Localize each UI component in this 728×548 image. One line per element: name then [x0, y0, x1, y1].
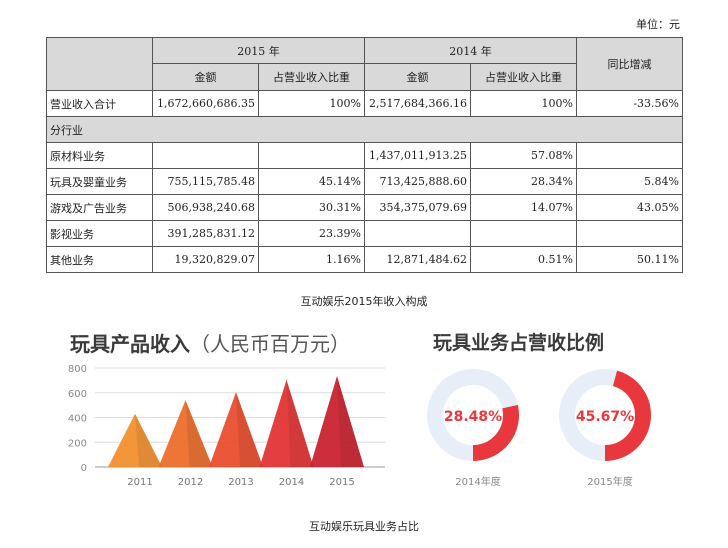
- row-label: 原材料业务: [46, 142, 153, 169]
- header-blank: [46, 37, 153, 91]
- triangle-mark: [209, 392, 263, 467]
- table-row: 玩具及婴童业务 755,115,785.48 45.14% 713,425,88…: [46, 168, 683, 195]
- table-row: 其他业务 19,320,829.07 1.16% 12,871,484.62 0…: [46, 246, 683, 273]
- ratio-2015: [258, 142, 365, 169]
- toy-revenue-chart: 0 200 400 600 800 2011 2012 2013 2014 2015: [68, 364, 385, 488]
- yoy-value: 50.11%: [576, 246, 683, 273]
- donut-value-arc: [559, 369, 651, 461]
- ratio-2014: 57.08%: [470, 142, 577, 169]
- toy-revenue-title-main: 玩具产品收入: [70, 332, 190, 356]
- ratio-2014: 0.51%: [470, 246, 577, 273]
- y-tick-label: 400: [68, 414, 87, 425]
- amount-2014: 713,425,888.60: [364, 168, 471, 195]
- yoy-value: [576, 142, 683, 169]
- row-label: 其他业务: [46, 246, 153, 273]
- x-tick-label: 2014: [279, 477, 304, 488]
- row-label: 影视业务: [46, 220, 153, 247]
- donut-year-label: 2015年度: [587, 475, 632, 488]
- donut-value-label: 28.48%: [444, 409, 502, 425]
- triangle-shade: [185, 400, 213, 467]
- triangle-mark: [108, 413, 162, 467]
- x-tick-label: 2015: [329, 477, 354, 488]
- yoy-value: [576, 220, 683, 247]
- caption-revenue-composition: 互动娱乐2015年收入构成: [300, 295, 428, 308]
- header-ratio-2014: 占营业收入比重: [470, 63, 577, 91]
- triangle-shade: [236, 392, 263, 467]
- triangle-shade: [135, 413, 162, 467]
- row-label: 游戏及广告业务: [46, 194, 153, 221]
- table-row: 游戏及广告业务 506,938,240.68 30.31% 354,375,07…: [46, 194, 683, 221]
- donut-value-arc: [427, 369, 519, 461]
- ratio-2014: 28.34%: [470, 168, 577, 195]
- amount-2014: 2,517,684,366.16: [364, 90, 471, 117]
- yoy-value: 5.84%: [576, 168, 683, 195]
- caption-toy-share: 互动娱乐玩具业务占比: [309, 520, 419, 533]
- table-row: 营业收入合计 1,672,660,686.35 100% 2,517,684,3…: [46, 90, 683, 117]
- ratio-2015: 45.14%: [258, 168, 365, 195]
- y-tick-label: 600: [68, 389, 87, 400]
- triangle-shade: [337, 376, 364, 467]
- ratio-2014: 100%: [470, 90, 577, 117]
- revenue-table: 2015 年 2014 年 同比增减 金额 占营业收入比重 金额 占营业收入比重…: [46, 37, 683, 273]
- x-tick-label: 2012: [178, 477, 203, 488]
- amount-2014: 1,437,011,913.25: [364, 142, 471, 169]
- toy-revenue-chart-title: 玩具产品收入（人民币百万元）: [70, 328, 350, 357]
- triangle-mark: [310, 376, 364, 467]
- y-tick-label: 800: [68, 364, 87, 375]
- amount-2015: 19,320,829.07: [152, 246, 259, 273]
- amount-2015: 391,285,831.12: [152, 220, 259, 247]
- amount-2014: 12,871,484.62: [364, 246, 471, 273]
- y-tick-label: 0: [81, 463, 87, 474]
- amount-2014: 354,375,079.69: [364, 194, 471, 221]
- header-yoy: 同比增减: [576, 37, 683, 91]
- yoy-value: -33.56%: [576, 90, 683, 117]
- donut-value-label: 45.67%: [576, 409, 634, 425]
- ratio-2015: 1.16%: [258, 246, 365, 273]
- table-row: 影视业务 391,285,831.12 23.39%: [46, 220, 683, 247]
- section-label: 分行业: [46, 116, 683, 143]
- x-tick-label: 2013: [228, 477, 253, 488]
- header-amount-2015: 金额: [152, 63, 259, 91]
- yoy-value: 43.05%: [576, 194, 683, 221]
- row-label: 营业收入合计: [46, 90, 153, 117]
- ratio-2015: 100%: [258, 90, 365, 117]
- ratio-2015: 30.31%: [258, 194, 365, 221]
- table-row: 原材料业务 1,437,011,913.25 57.08%: [46, 142, 683, 169]
- x-tick-label: 2011: [127, 477, 152, 488]
- toy-share-chart-title: 玩具业务占营收比例: [433, 332, 605, 354]
- header-amount-2014: 金额: [364, 63, 471, 91]
- amount-2015: 755,115,785.48: [152, 168, 259, 195]
- amount-2015: [152, 142, 259, 169]
- header-2015: 2015 年: [152, 37, 365, 64]
- unit-label: 单位：元: [636, 18, 680, 31]
- y-tick-label: 200: [68, 438, 87, 449]
- donut-year-label: 2014年度: [455, 475, 500, 488]
- header-ratio-2015: 占营业收入比重: [258, 63, 365, 91]
- triangle-mark: [158, 400, 213, 467]
- header-2014: 2014 年: [364, 37, 577, 64]
- table-section-row: 分行业: [46, 116, 683, 143]
- amount-2015: 506,938,240.68: [152, 194, 259, 221]
- amount-2014: [364, 220, 471, 247]
- triangle-mark: [259, 379, 314, 467]
- toy-share-donuts: 28.48% 2014年度 45.67% 2015年度: [427, 369, 651, 488]
- ratio-2015: 23.39%: [258, 220, 365, 247]
- amount-2015: 1,672,660,686.35: [152, 90, 259, 117]
- row-label: 玩具及婴童业务: [46, 168, 153, 195]
- toy-revenue-title-unit: （人民币百万元）: [190, 332, 350, 356]
- ratio-2014: [470, 220, 577, 247]
- ratio-2014: 14.07%: [470, 194, 577, 221]
